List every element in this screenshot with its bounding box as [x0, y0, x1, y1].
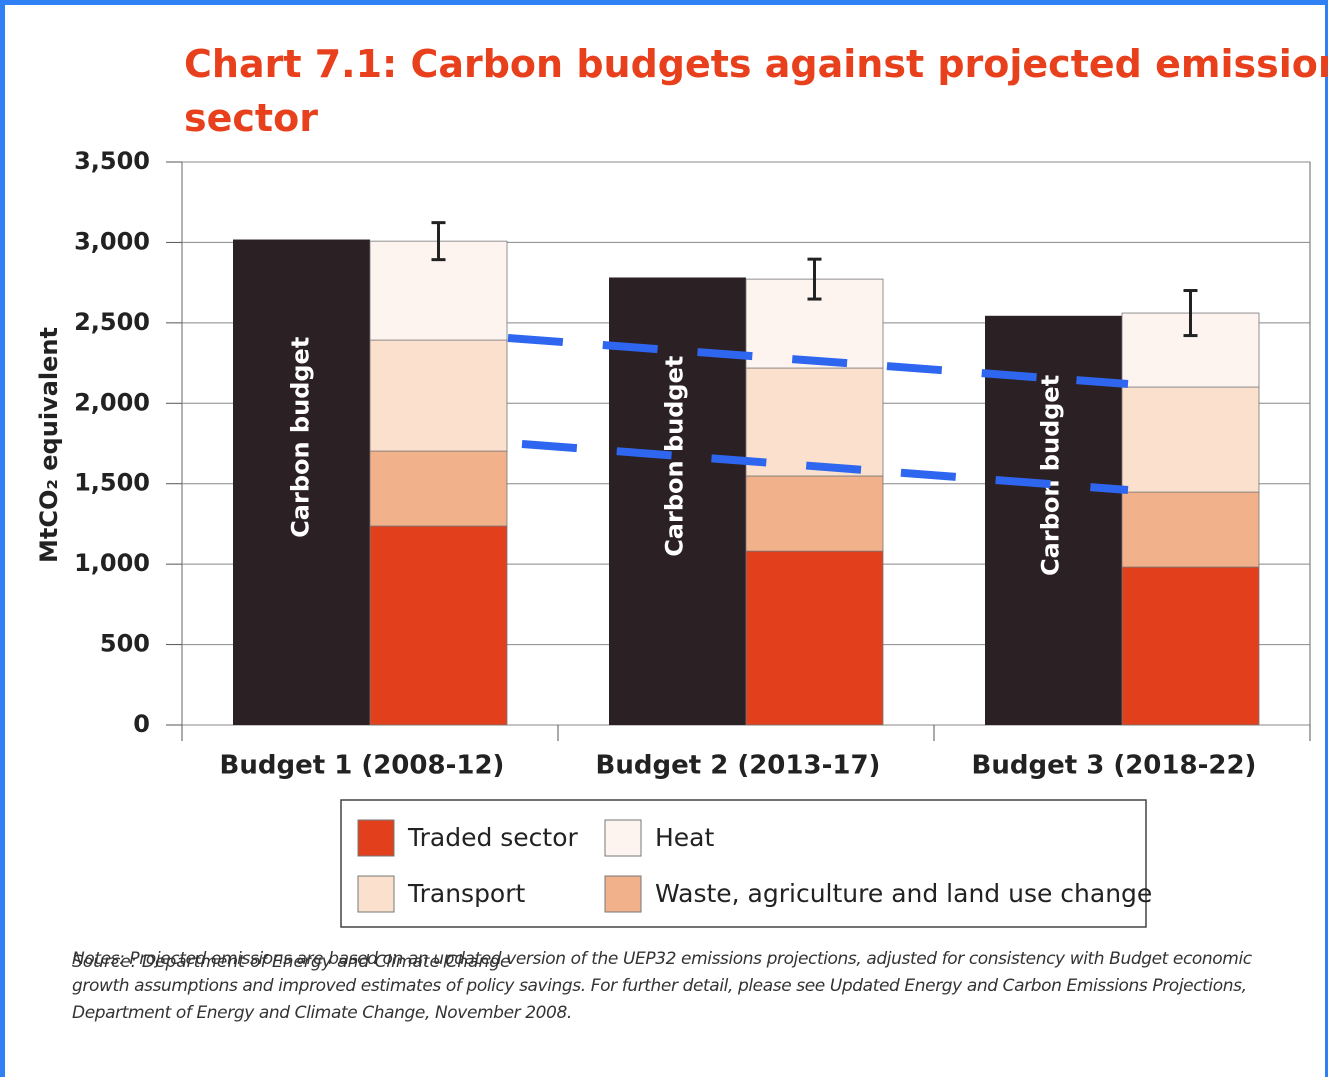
y-tick-label: 3,500 — [74, 147, 150, 175]
legend-box — [340, 799, 1147, 928]
y-tick-label: 1,500 — [74, 469, 150, 497]
stack-segment — [745, 475, 884, 552]
x-tick-label: Budget 1 (2008-12) — [220, 751, 505, 781]
error-bar — [1183, 289, 1198, 338]
stack-segment — [745, 367, 884, 477]
error-bar — [807, 257, 822, 301]
legend-swatch — [357, 875, 395, 913]
legend-label: Waste, agriculture and land use change — [655, 879, 1152, 908]
budget-bar — [233, 239, 370, 725]
legend-swatch — [357, 819, 395, 857]
error-bar — [431, 221, 446, 262]
source: Source: Department of Energy and Climate… — [72, 952, 510, 972]
stack-segment — [745, 550, 884, 726]
budget-label: Carbon budget — [1037, 375, 1065, 576]
y-tick-label: 2,000 — [74, 388, 150, 416]
budget-label: Carbon budget — [287, 337, 315, 538]
legend-label: Traded sector — [407, 823, 579, 852]
annotation-lines — [507, 334, 1129, 494]
stack-segment — [369, 450, 508, 527]
stack-segment — [1121, 386, 1260, 493]
notes: Notes: Projected emissions are based on … — [72, 949, 1252, 1023]
y-tick-label: 1,000 — [74, 549, 150, 577]
legend-swatch — [604, 875, 642, 913]
stack-segment — [369, 339, 508, 452]
stack-segment — [1121, 566, 1260, 726]
y-tick-label: 2,500 — [74, 308, 150, 336]
x-tick-label: Budget 3 (2018-22) — [972, 751, 1257, 781]
y-tick-label: 3,000 — [74, 227, 150, 255]
y-tick-label: 500 — [100, 630, 150, 658]
legend-label: Transport — [407, 879, 526, 908]
dashed-line — [507, 334, 1129, 388]
legend-label: Heat — [655, 823, 714, 852]
y-axis-label: MtCO₂ equivalent — [35, 327, 63, 563]
stack-segment — [1121, 491, 1260, 568]
y-tick-label: 0 — [133, 710, 150, 738]
stack-segment — [369, 525, 508, 726]
dashed-line — [521, 440, 1129, 494]
x-tick-label: Budget 2 (2013-17) — [596, 751, 881, 781]
legend-swatch — [604, 819, 642, 857]
chart-title: Chart 7.1: Carbon budgets against projec… — [184, 42, 1328, 140]
